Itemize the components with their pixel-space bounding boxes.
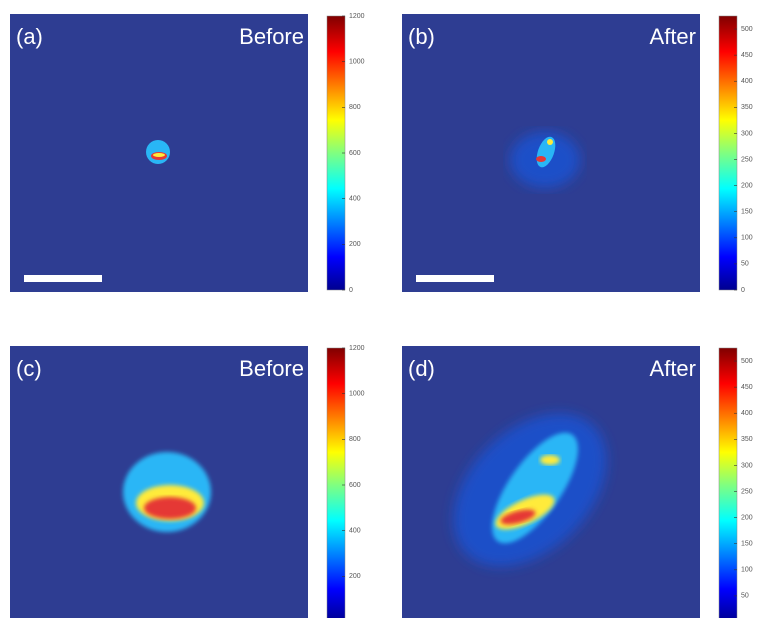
blob xyxy=(146,140,170,164)
panel-title: Before xyxy=(239,356,304,381)
colorbar-tick-label: 350 xyxy=(741,104,753,111)
scale-bar xyxy=(24,275,102,282)
colorbar xyxy=(718,15,738,291)
panel-title: Before xyxy=(239,24,304,49)
panel: (a) Before 0 200 400 600 800 1000 1200 xyxy=(10,13,365,294)
panel-title: After xyxy=(650,24,696,49)
colorbar-tick-label: 300 xyxy=(741,462,753,469)
blob-core xyxy=(547,139,553,145)
panel-label: (d) xyxy=(408,356,435,381)
colorbar-tick-label: 150 xyxy=(741,541,753,548)
colorbar-tick-label: 50 xyxy=(741,261,749,268)
colorbar-tick-label: 600 xyxy=(349,482,361,489)
colorbar-tick-label: 600 xyxy=(349,150,361,157)
colorbar-tick-label: 800 xyxy=(349,104,361,111)
colorbar-tick-label: 500 xyxy=(741,26,753,33)
colorbar-tick-label: 100 xyxy=(741,567,753,574)
scale-bar xyxy=(416,275,494,282)
colorbar-tick-label: 400 xyxy=(741,410,753,417)
colorbar-tick-label: 200 xyxy=(349,573,361,580)
colorbar-tick-label: 800 xyxy=(349,436,361,443)
blob-core xyxy=(536,156,546,162)
colorbar-tick-label: 400 xyxy=(349,528,361,535)
colorbar-tick-label: 0 xyxy=(349,287,353,294)
colorbar-tick-label: 50 xyxy=(741,593,749,600)
panel-label: (b) xyxy=(408,24,435,49)
colorbar-tick-label: 200 xyxy=(741,514,753,521)
colorbar xyxy=(718,347,738,618)
panel-label: (a) xyxy=(16,24,43,49)
colorbar-tick-label: 450 xyxy=(741,52,753,59)
panel: (d) After 50 100 150 200 250 300 350 400 450 500 xyxy=(402,346,753,618)
colorbar-tick-label: 0 xyxy=(741,287,745,294)
colorbar-tick-label: 250 xyxy=(741,488,753,495)
blob-core xyxy=(153,153,165,157)
panel: (c) Before 200 400 600 800 1000 1200 xyxy=(10,345,365,618)
colorbar-tick-label: 450 xyxy=(741,384,753,391)
blob-mid xyxy=(540,455,560,465)
colorbar-tick-label: 200 xyxy=(349,241,361,248)
colorbar-tick-label: 100 xyxy=(741,235,753,242)
colorbar-tick-label: 150 xyxy=(741,209,753,216)
blob-core xyxy=(500,509,536,525)
colorbar-tick-label: 1200 xyxy=(349,13,365,20)
colorbar-tick-label: 350 xyxy=(741,436,753,443)
colorbar-tick-label: 500 xyxy=(741,358,753,365)
colorbar-tick-label: 1000 xyxy=(349,391,365,398)
colorbar-tick-label: 400 xyxy=(741,78,753,85)
panel: (b) After 0 50 100 150 200 250 300 350 400 450 500 xyxy=(402,14,753,294)
colorbar-tick-label: 400 xyxy=(349,196,361,203)
colorbar-tick-label: 1200 xyxy=(349,345,365,352)
colorbar-tick-label: 300 xyxy=(741,130,753,137)
colorbar-tick-label: 250 xyxy=(741,156,753,163)
blob-core xyxy=(144,497,196,519)
panel-title: After xyxy=(650,356,696,381)
colorbar-tick-label: 200 xyxy=(741,182,753,189)
colorbar-tick-label: 1000 xyxy=(349,59,365,66)
panel-label: (c) xyxy=(16,356,42,381)
colorbar xyxy=(326,347,346,618)
